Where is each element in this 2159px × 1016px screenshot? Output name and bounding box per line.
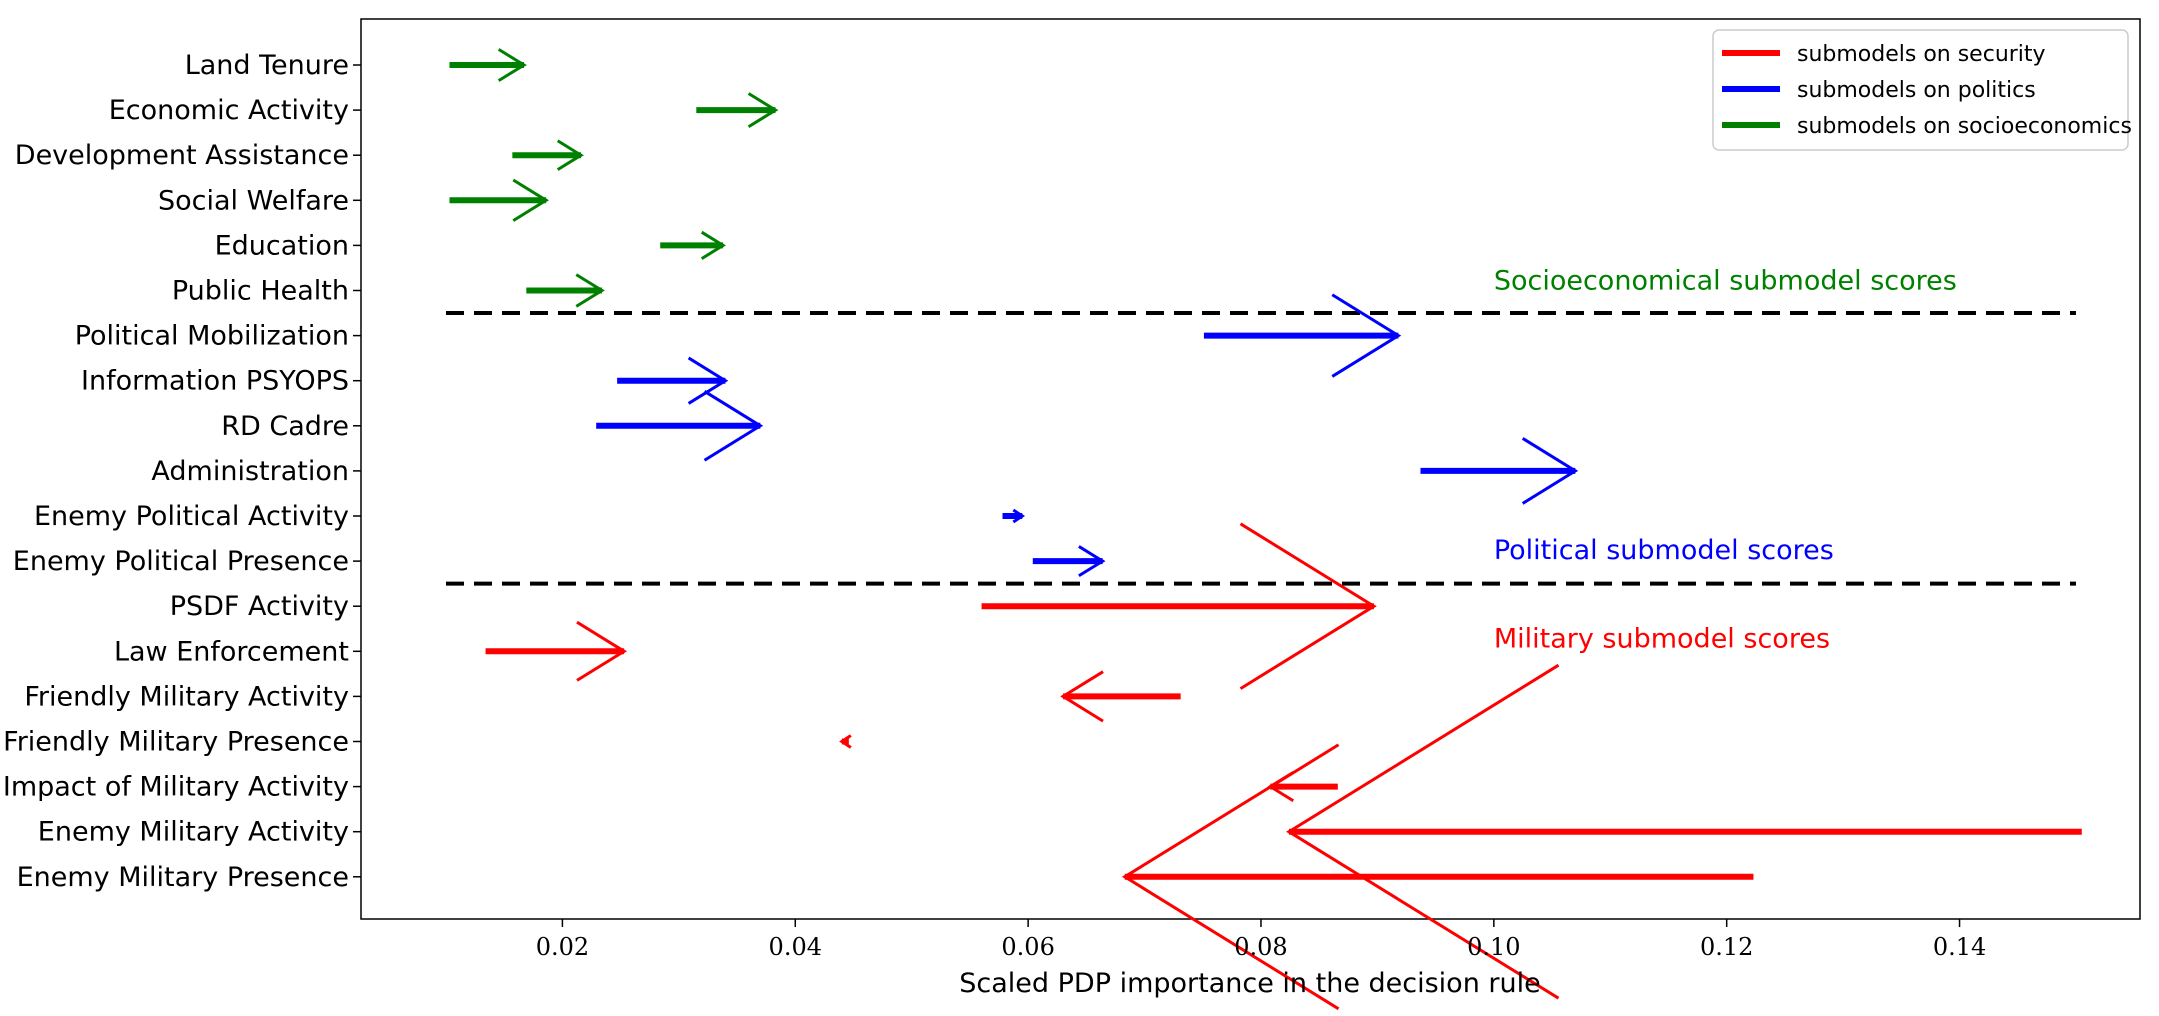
arrow-enemy-political-presence [1032, 545, 1106, 578]
arrow-head-public-health [575, 273, 605, 308]
arrow-political-mobilization [1203, 293, 1402, 378]
ytick-label-education: Education [215, 230, 349, 261]
arrow-head-enemy-military-activity [1286, 663, 1560, 1000]
arrow-enemy-military-presence [1121, 743, 1754, 1011]
arrow-education [660, 230, 726, 260]
arrow-head-friendly-military-presence [839, 734, 852, 749]
annotation-1: Political submodel scores [1494, 535, 1834, 566]
arrow-development-assistance [512, 139, 584, 171]
ytick-label-enemy-military-activity: Enemy Military Activity [38, 817, 349, 848]
arrow-head-political-mobilization [1331, 293, 1402, 378]
separators [445, 311, 2076, 586]
arrow-friendly-military-presence [839, 734, 852, 749]
xtick-label-4: 0.10 [1467, 933, 1520, 961]
arrow-rd-cadre [596, 390, 764, 462]
ytick-label-public-health: Public Health [172, 276, 349, 307]
arrow-information-psyops [617, 356, 729, 405]
ytick-label-social-welfare: Social Welfare [158, 185, 349, 216]
ytick-label-development-assistance: Development Assistance [15, 140, 349, 171]
arrow-head-enemy-military-presence [1121, 743, 1340, 1011]
legend: submodels on security submodels on politi… [1712, 29, 2132, 151]
arrow-social-welfare [449, 178, 549, 222]
arrow-head-administration [1521, 437, 1579, 505]
arrow-head-enemy-political-presence [1078, 545, 1106, 578]
x-axis-label: Scaled PDP importance in the decision ru… [959, 968, 1540, 999]
arrows [449, 48, 2082, 1011]
arrow-head-law-enforcement [576, 620, 627, 682]
y-axis: Land Tenure Economic Activity Development … [3, 50, 361, 893]
ytick-label-land-tenure: Land Tenure [185, 50, 349, 81]
arrow-administration [1420, 437, 1579, 505]
xtick-label-3: 0.08 [1234, 933, 1287, 961]
arrow-head-rd-cadre [703, 390, 764, 462]
ytick-label-enemy-political-presence: Enemy Political Presence [13, 546, 349, 577]
plot-frame [360, 18, 2141, 920]
ytick-label-impact-of-military-activity: Impact of Military Activity [3, 772, 349, 803]
legend-label-0: submodels on security [1797, 42, 2046, 67]
ytick-label-law-enforcement: Law Enforcement [114, 636, 349, 667]
arrow-head-enemy-political-activity [1012, 508, 1026, 524]
xtick-label-0: 0.02 [536, 933, 589, 961]
arrow-head-social-welfare [512, 178, 549, 222]
ytick-label-psdf-activity: PSDF Activity [170, 591, 349, 622]
arrow-economic-activity [696, 92, 779, 129]
xtick-label-6: 0.14 [1933, 933, 1986, 961]
ytick-label-economic-activity: Economic Activity [109, 95, 349, 126]
arrow-enemy-political-activity [1002, 508, 1026, 524]
ytick-label-enemy-military-presence: Enemy Military Presence [17, 862, 349, 893]
legend-box [1712, 29, 2129, 151]
arrow-head-land-tenure [497, 48, 527, 82]
arrow-head-economic-activity [747, 92, 779, 129]
ytick-label-rd-cadre: RD Cadre [221, 411, 349, 442]
annotation-0: Socioeconomical submodel scores [1494, 266, 1957, 297]
arrow-head-development-assistance [556, 139, 584, 171]
arrow-enemy-military-activity [1286, 663, 2082, 1000]
legend-label-2: submodels on socioeconomics [1797, 114, 2132, 139]
arrow-head-psdf-activity [1239, 522, 1377, 690]
xtick-label-2: 0.06 [1001, 933, 1054, 961]
ytick-label-political-mobilization: Political Mobilization [75, 321, 349, 352]
ytick-label-friendly-military-presence: Friendly Military Presence [3, 727, 349, 758]
annotation-2: Military submodel scores [1494, 623, 1830, 654]
xtick-label-1: 0.04 [769, 933, 822, 961]
annotations: Socioeconomical submodel scores Political… [1494, 266, 1957, 655]
arrow-land-tenure [449, 48, 527, 82]
ytick-label-friendly-military-activity: Friendly Military Activity [24, 681, 349, 712]
arrow-friendly-military-activity [1060, 670, 1181, 723]
arrow-impact-of-military-activity [1267, 771, 1338, 803]
arrow-psdf-activity [981, 522, 1377, 690]
x-axis: 0.02 0.04 0.06 0.08 0.10 0.12 0.14 [536, 919, 1986, 961]
ytick-label-information-psyops: Information PSYOPS [81, 366, 349, 397]
arrow-law-enforcement [485, 620, 627, 682]
arrow-public-health [526, 273, 605, 308]
legend-label-1: submodels on politics [1797, 78, 2036, 103]
arrow-head-information-psyops [687, 356, 729, 405]
xtick-label-5: 0.12 [1700, 933, 1753, 961]
ytick-label-administration: Administration [151, 456, 349, 487]
ytick-label-enemy-political-activity: Enemy Political Activity [34, 501, 349, 532]
arrow-head-education [700, 230, 726, 260]
arrow-head-friendly-military-activity [1060, 670, 1104, 723]
